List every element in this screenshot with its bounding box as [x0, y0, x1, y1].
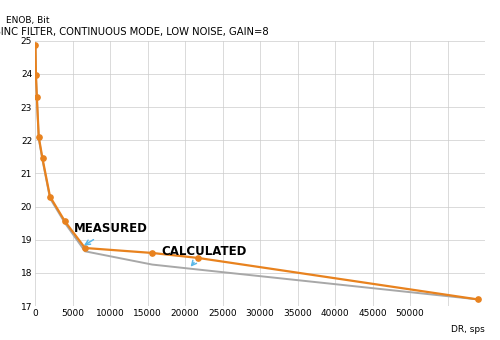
- Text: ENOB, Bit: ENOB, Bit: [6, 16, 49, 25]
- Text: DR, sps: DR, sps: [451, 325, 485, 334]
- Text: MEASURED: MEASURED: [74, 222, 148, 245]
- Text: MAX11216 ENOB vs. DATA RATE, SINC FILTER, CONTINUOUS MODE, LOW NOISE, GAIN=8: MAX11216 ENOB vs. DATA RATE, SINC FILTER…: [0, 27, 269, 37]
- Text: CALCULATED: CALCULATED: [161, 244, 246, 266]
